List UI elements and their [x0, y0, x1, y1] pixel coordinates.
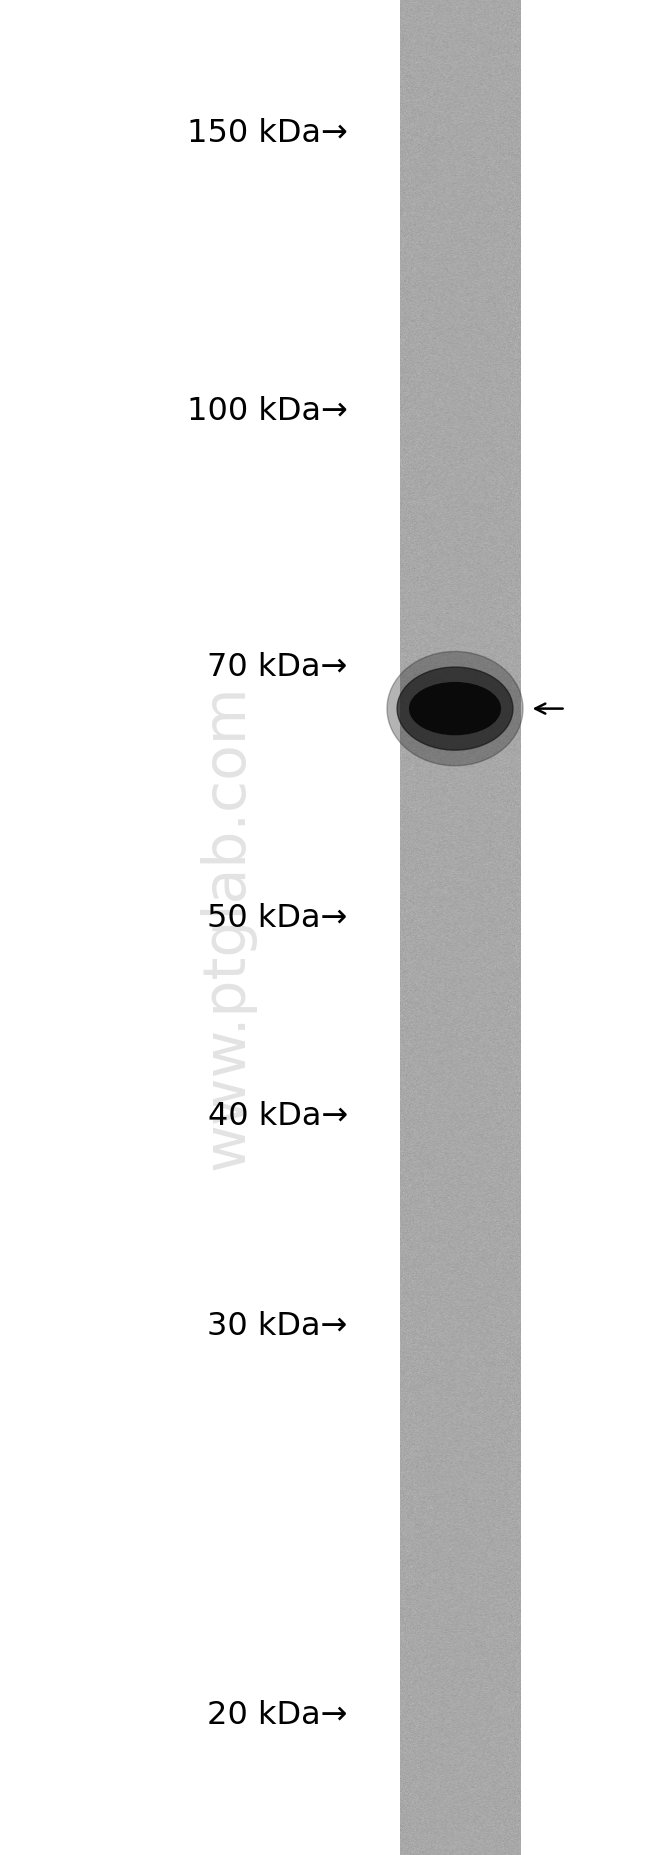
Text: 100 kDa→: 100 kDa→ [187, 397, 348, 427]
Text: 40 kDa→: 40 kDa→ [207, 1102, 348, 1132]
Text: www.ptglab.com: www.ptglab.com [199, 684, 256, 1171]
Text: 30 kDa→: 30 kDa→ [207, 1311, 348, 1341]
Ellipse shape [387, 651, 523, 766]
Text: 20 kDa→: 20 kDa→ [207, 1701, 348, 1731]
Ellipse shape [410, 683, 500, 735]
Text: 50 kDa→: 50 kDa→ [207, 903, 348, 933]
Ellipse shape [397, 668, 513, 749]
Text: 150 kDa→: 150 kDa→ [187, 119, 348, 148]
Text: 70 kDa→: 70 kDa→ [207, 653, 348, 683]
